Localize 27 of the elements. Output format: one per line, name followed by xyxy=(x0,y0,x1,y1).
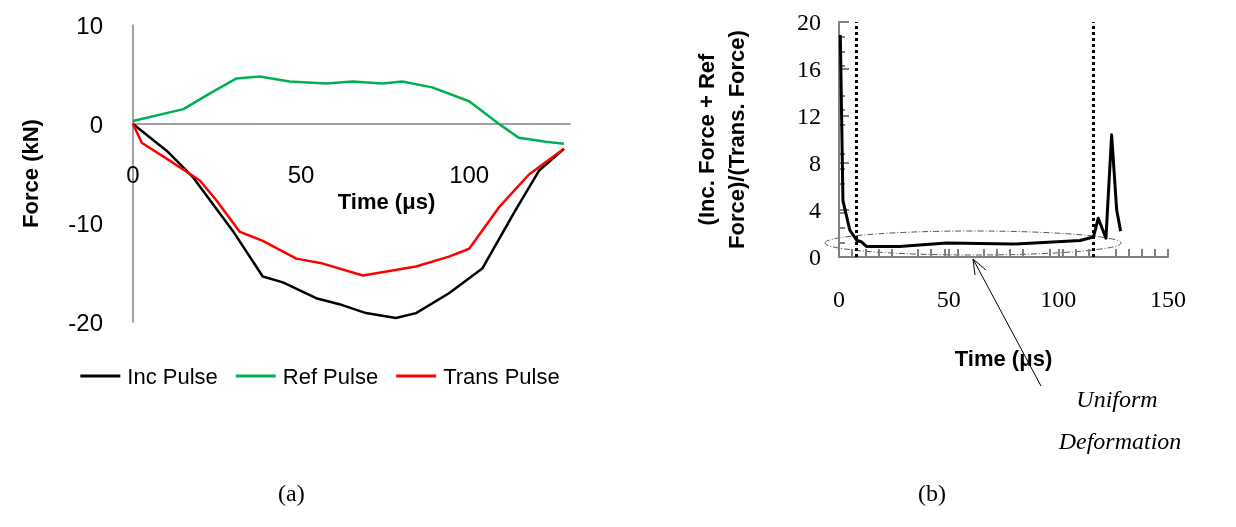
y-axis-title: Force (kN) xyxy=(17,119,43,228)
y-tick-label: 10 xyxy=(76,11,103,39)
y-tick-label: 12 xyxy=(797,103,821,129)
y-tick-label: 8 xyxy=(809,150,821,176)
y-tick-label: 0 xyxy=(809,244,821,270)
x-tick-label: 0 xyxy=(126,160,140,188)
line-series xyxy=(131,75,566,146)
y-tick-label: 16 xyxy=(797,56,821,82)
y-axis-title: (Inc. Force + Ref Force)/(Trans. Force) xyxy=(693,30,749,249)
text: Uniform Deformation xyxy=(1057,386,1182,454)
x-tick-label: 100 xyxy=(449,160,490,188)
text: (b) xyxy=(918,480,946,506)
x-tick-label: 150 xyxy=(1150,286,1186,312)
x-tick-label: 100 xyxy=(1040,286,1077,312)
legend-label: Trans Pulse xyxy=(443,363,560,389)
x-tick-label: 0 xyxy=(833,286,845,312)
x-tick-label: 50 xyxy=(936,286,961,312)
y-tick-label: -20 xyxy=(68,308,103,336)
y-tick-label: 0 xyxy=(89,110,103,138)
legend-label: Ref Pulse xyxy=(282,363,379,389)
y-tick-label: 4 xyxy=(809,197,821,223)
text: (a) xyxy=(278,480,305,506)
y-tick-label: -10 xyxy=(68,209,103,237)
legend-label: Inc Pulse xyxy=(127,363,218,389)
x-tick-label: 50 xyxy=(287,160,315,188)
y-tick-label: 20 xyxy=(797,9,821,35)
x-axis-title: Time (μs) xyxy=(337,189,436,215)
